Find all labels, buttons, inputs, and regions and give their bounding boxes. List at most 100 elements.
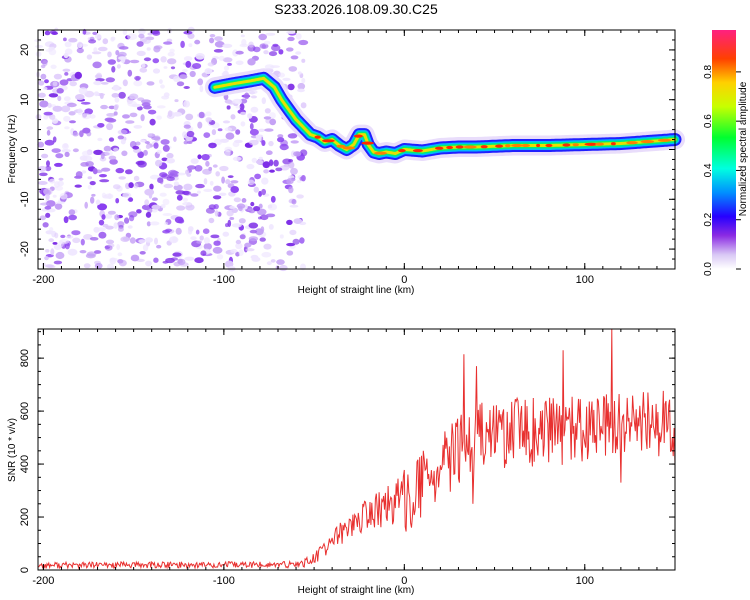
noise-blob <box>68 214 77 221</box>
noise-blob <box>160 56 167 63</box>
noise-blob <box>251 256 261 262</box>
snr-panel: -200 -100 0 100 0 200 400 600 800 Height of stra… <box>7 328 676 596</box>
noise-blob <box>248 236 259 242</box>
noise-blob <box>136 50 146 57</box>
noise-blob <box>295 33 302 40</box>
noise-blob <box>301 77 306 84</box>
noise-blob <box>93 149 103 155</box>
noise-blob <box>156 149 162 155</box>
noise-blob <box>213 49 224 53</box>
noise-blob <box>106 113 116 117</box>
noise-blob <box>53 260 63 265</box>
colorbar-ticks: 0.0 0.2 0.4 0.6 0.8 <box>703 64 741 276</box>
noise-blob <box>258 190 262 197</box>
noise-blob <box>235 239 242 245</box>
noise-blob <box>151 204 161 210</box>
noise-blob <box>137 106 143 111</box>
noise-blob <box>212 246 223 254</box>
x-tick-label: 100 <box>576 274 594 286</box>
noise-blob <box>52 105 63 112</box>
noise-blob <box>177 258 186 266</box>
noise-blob <box>172 174 179 178</box>
noise-blob <box>108 105 116 110</box>
noise-blob <box>182 69 188 73</box>
noise-blob <box>129 214 135 222</box>
snr-y-axis-label: SNR (10 * v/v) <box>7 418 18 482</box>
noise-blob <box>153 45 163 50</box>
noise-blob <box>192 63 202 69</box>
noise-blob <box>44 165 52 172</box>
ridge-layer <box>204 68 685 164</box>
ridge-hotspot <box>572 143 579 147</box>
noise-blob <box>93 47 98 53</box>
noise-blob <box>107 51 112 58</box>
noise-blob <box>264 108 271 114</box>
noise-blob <box>194 165 203 172</box>
noise-blob <box>139 67 148 73</box>
noise-blob <box>136 41 144 47</box>
noise-blob <box>55 251 65 260</box>
noise-blob <box>211 129 217 136</box>
noise-blob <box>90 196 95 204</box>
noise-blob <box>145 260 152 267</box>
noise-blob <box>268 224 274 230</box>
noise-blob <box>287 133 298 139</box>
noise-blob <box>151 197 158 201</box>
noise-blob <box>39 100 49 108</box>
noise-blob <box>254 173 261 180</box>
noise-blob <box>219 165 229 172</box>
noise-blob <box>173 75 181 83</box>
noise-blob <box>194 257 204 264</box>
noise-blob <box>142 244 149 252</box>
noise-blob <box>258 156 263 160</box>
noise-blob <box>39 202 50 206</box>
noise-blob <box>162 144 170 152</box>
noise-blob <box>156 105 166 109</box>
noise-blob <box>87 185 92 190</box>
x-tick-label: 0 <box>401 575 407 587</box>
noise-blob <box>290 140 299 144</box>
noise-blob <box>97 123 105 128</box>
noise-blob <box>42 262 46 267</box>
noise-blob <box>41 153 49 159</box>
noise-blob <box>100 152 105 160</box>
noise-blob <box>247 179 255 186</box>
noise-blob <box>55 201 66 205</box>
noise-blob <box>232 141 240 148</box>
noise-blob <box>116 64 121 69</box>
noise-blob <box>54 203 63 210</box>
noise-blob <box>89 181 96 186</box>
noise-blob <box>119 46 129 50</box>
noise-blob <box>129 237 136 244</box>
noise-blob <box>227 219 232 227</box>
noise-blob <box>115 167 125 174</box>
x-tick-label: -200 <box>32 575 54 587</box>
noise-blob <box>240 121 246 127</box>
noise-blob <box>145 237 154 243</box>
y-tick-label: 0 <box>19 567 31 573</box>
noise-blob <box>187 33 195 39</box>
noise-blob <box>225 132 235 140</box>
noise-blob <box>95 199 101 206</box>
noise-blob <box>172 252 182 257</box>
noise-blob <box>209 37 215 44</box>
noise-blob <box>129 93 139 100</box>
noise-blob <box>62 68 71 72</box>
noise-blob <box>265 213 276 218</box>
noise-blob <box>134 75 142 81</box>
ridge-hotspot <box>446 145 453 150</box>
colorbar-tick-label: 0.0 <box>703 262 714 276</box>
noise-blob <box>82 127 91 134</box>
noise-blob <box>102 38 109 45</box>
noise-blob <box>52 242 58 245</box>
noise-blob <box>203 188 213 192</box>
snr-x-axis-label: Height of straight line (km) <box>298 585 415 596</box>
noise-blob <box>105 77 116 83</box>
noise-blob <box>271 44 281 52</box>
noise-blob <box>235 129 241 135</box>
noise-blob <box>227 175 234 179</box>
noise-blob <box>147 133 153 137</box>
noise-blob <box>196 240 202 244</box>
noise-blob <box>106 118 117 123</box>
noise-blob <box>54 181 60 188</box>
